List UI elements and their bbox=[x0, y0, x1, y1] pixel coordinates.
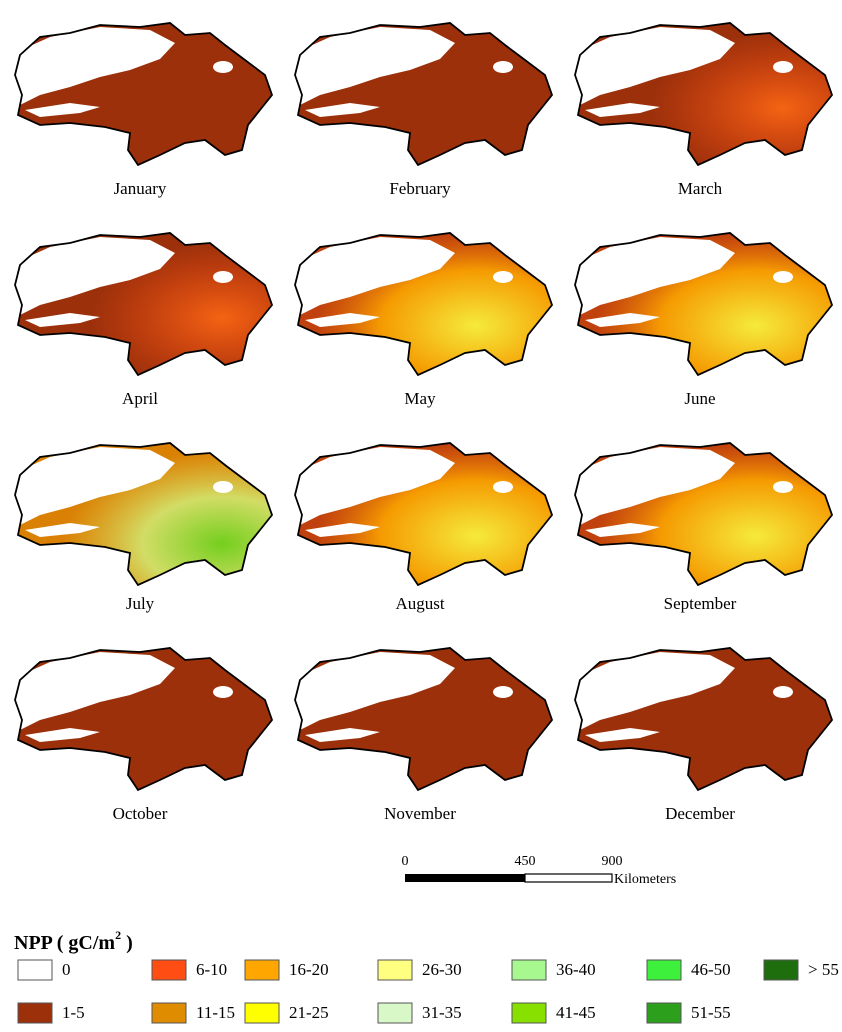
map-fill bbox=[570, 435, 835, 590]
legend-swatch bbox=[378, 1003, 412, 1023]
legend-swatch bbox=[647, 960, 681, 980]
legend-label: 36-40 bbox=[556, 960, 596, 979]
map-fill bbox=[570, 640, 835, 795]
map-panel bbox=[10, 640, 275, 795]
map-lake bbox=[213, 481, 233, 493]
map-panel bbox=[290, 435, 555, 590]
map-lake bbox=[773, 481, 793, 493]
scale-bar-black bbox=[405, 874, 525, 882]
legend-title-end: ) bbox=[121, 932, 133, 954]
map-lake bbox=[213, 271, 233, 283]
month-label: September bbox=[664, 594, 737, 613]
legend-swatch bbox=[378, 960, 412, 980]
map-fill bbox=[290, 435, 555, 590]
month-label: October bbox=[113, 804, 168, 823]
map-fill bbox=[10, 640, 275, 795]
legend-swatch bbox=[18, 960, 52, 980]
month-label: February bbox=[389, 179, 451, 198]
map-lake bbox=[493, 481, 513, 493]
map-panel bbox=[570, 435, 835, 590]
map-fill bbox=[290, 225, 555, 380]
scale-tick: 0 bbox=[402, 854, 409, 869]
map-fill bbox=[290, 640, 555, 795]
legend-swatch bbox=[512, 1003, 546, 1023]
legend-swatch bbox=[152, 960, 186, 980]
map-lake bbox=[773, 686, 793, 698]
legend-title-text: NPP ( gC/m bbox=[14, 932, 115, 954]
map-lake bbox=[213, 61, 233, 73]
scale-tick: 900 bbox=[602, 854, 623, 869]
map-panel bbox=[290, 640, 555, 795]
map-fill bbox=[10, 15, 275, 170]
map-lake bbox=[773, 61, 793, 73]
scale-bar: 0 450 900 Kilometers bbox=[402, 854, 677, 887]
legend-label: 46-50 bbox=[691, 960, 731, 979]
map-lake bbox=[493, 271, 513, 283]
legend-label: 1-5 bbox=[62, 1003, 85, 1022]
legend: 0 6-10 16-20 26-30 36-40 46-50 > 55 1-5 11-15 21-… bbox=[18, 960, 839, 1023]
scale-tick: 450 bbox=[515, 854, 536, 869]
legend-label: 31-35 bbox=[422, 1003, 462, 1022]
map-panel bbox=[570, 640, 835, 795]
month-label: May bbox=[404, 389, 436, 408]
map-panel bbox=[570, 15, 835, 170]
legend-label: 26-30 bbox=[422, 960, 462, 979]
month-label: April bbox=[122, 389, 158, 408]
legend-label: 21-25 bbox=[289, 1003, 329, 1022]
legend-label: 41-45 bbox=[556, 1003, 596, 1022]
legend-swatch bbox=[245, 960, 279, 980]
month-label: July bbox=[126, 594, 155, 613]
map-lake bbox=[493, 61, 513, 73]
month-label: November bbox=[384, 804, 456, 823]
legend-swatch bbox=[647, 1003, 681, 1023]
map-fill bbox=[570, 15, 835, 170]
map-lake bbox=[213, 686, 233, 698]
legend-swatch bbox=[764, 960, 798, 980]
legend-label: 6-10 bbox=[196, 960, 227, 979]
map-fill bbox=[10, 435, 275, 590]
scale-unit: Kilometers bbox=[614, 872, 676, 887]
map-fill bbox=[10, 225, 275, 380]
legend-label: 51-55 bbox=[691, 1003, 731, 1022]
map-fill bbox=[290, 15, 555, 170]
map-panel bbox=[10, 15, 275, 170]
figure: 0 450 900 Kilometers NPP ( gC/m2 ) 0 6-10… bbox=[0, 0, 842, 1032]
month-label: August bbox=[395, 594, 444, 613]
map-fill bbox=[570, 225, 835, 380]
month-label: March bbox=[678, 179, 723, 198]
map-panel bbox=[10, 435, 275, 590]
map-panel bbox=[570, 225, 835, 380]
legend-label: 16-20 bbox=[289, 960, 329, 979]
map-panel bbox=[290, 225, 555, 380]
scale-bar-white bbox=[525, 874, 612, 882]
legend-swatch bbox=[18, 1003, 52, 1023]
legend-swatch bbox=[512, 960, 546, 980]
month-label: December bbox=[665, 804, 735, 823]
legend-swatch bbox=[245, 1003, 279, 1023]
map-panel bbox=[290, 15, 555, 170]
legend-label: > 55 bbox=[808, 960, 839, 979]
map-lake bbox=[773, 271, 793, 283]
legend-label: 0 bbox=[62, 960, 71, 979]
map-panel bbox=[10, 225, 275, 380]
legend-swatch bbox=[152, 1003, 186, 1023]
legend-title: NPP ( gC/m2 ) bbox=[14, 928, 133, 954]
map-lake bbox=[493, 686, 513, 698]
month-label: June bbox=[684, 389, 715, 408]
month-label: January bbox=[114, 179, 167, 198]
legend-label: 11-15 bbox=[196, 1003, 235, 1022]
